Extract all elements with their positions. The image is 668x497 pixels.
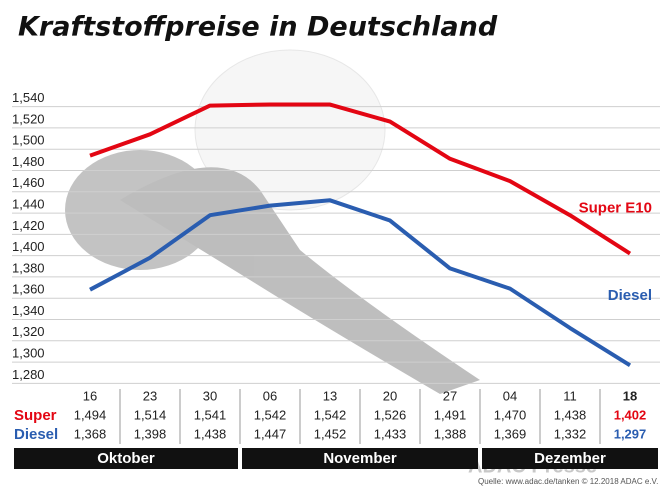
- month-label: November: [323, 450, 397, 467]
- month-bar: [482, 448, 658, 469]
- value-label: 1,494: [74, 407, 107, 422]
- value-label: 1,438: [194, 426, 227, 441]
- value-label: 1,470: [494, 407, 527, 422]
- x-tick-label: 20: [383, 388, 397, 403]
- y-tick-label: 1,460: [12, 175, 45, 190]
- series-label: Diesel: [608, 287, 652, 304]
- series-line: [89, 102, 632, 256]
- y-tick-label: 1,300: [12, 346, 45, 361]
- y-tick-label: 1,500: [12, 133, 45, 148]
- pump-illustration: [65, 49, 480, 394]
- x-tick-label: 30: [203, 388, 217, 403]
- month-label: Oktober: [97, 450, 155, 467]
- value-label: 1,369: [494, 426, 527, 441]
- value-label: 1,541: [194, 407, 227, 422]
- y-tick-label: 1,400: [12, 239, 45, 254]
- y-tick-label: 1,480: [12, 154, 45, 169]
- value-label: 1,514: [134, 407, 167, 422]
- value-label: 1,368: [74, 426, 107, 441]
- x-tick-label: 27: [443, 388, 457, 403]
- value-label: 1,447: [254, 426, 287, 441]
- value-label: 1,452: [314, 426, 347, 441]
- x-tick-label: 23: [143, 388, 157, 403]
- chart-title: Kraftstoffpreise in Deutschland: [18, 12, 498, 43]
- y-tick-label: 1,340: [12, 303, 45, 318]
- value-label: 1,542: [314, 407, 347, 422]
- x-tick-label: 16: [83, 388, 97, 403]
- x-tick-label: 18: [623, 388, 637, 403]
- value-label: 1,398: [134, 426, 167, 441]
- y-tick-label: 1,520: [12, 111, 45, 126]
- y-tick-label: 1,420: [12, 218, 45, 233]
- series-line: [89, 198, 632, 367]
- x-tick-label: 11: [563, 388, 577, 403]
- value-label: 1,388: [434, 426, 467, 441]
- y-tick-label: 1,380: [12, 260, 45, 275]
- value-label: 1,402: [614, 407, 647, 422]
- row-label: Super: [14, 407, 57, 424]
- value-label: 1,438: [554, 407, 587, 422]
- series-label: Super E10: [579, 199, 652, 216]
- y-tick-label: 1,360: [12, 282, 45, 297]
- y-tick-label: 1,280: [12, 367, 45, 382]
- grid: [12, 106, 660, 384]
- value-label: 1,297: [614, 426, 647, 441]
- source: Quelle: www.adac.de/tanken © 12.2018 ADA…: [478, 477, 658, 486]
- month-bar: [14, 448, 238, 469]
- month-bar: [242, 448, 478, 469]
- month-label: Dezember: [534, 450, 606, 467]
- x-tick-label: 06: [263, 388, 277, 403]
- y-tick-label: 1,540: [12, 90, 45, 105]
- y-tick-label: 1,440: [12, 197, 45, 212]
- row-label: Diesel: [14, 426, 58, 443]
- value-label: 1,491: [434, 407, 467, 422]
- value-label: 1,542: [254, 407, 287, 422]
- x-tick-label: 04: [503, 388, 517, 403]
- value-label: 1,332: [554, 426, 587, 441]
- value-label: 1,526: [374, 407, 407, 422]
- x-tick-label: 13: [323, 388, 337, 403]
- y-tick-label: 1,320: [12, 324, 45, 339]
- value-label: 1,433: [374, 426, 407, 441]
